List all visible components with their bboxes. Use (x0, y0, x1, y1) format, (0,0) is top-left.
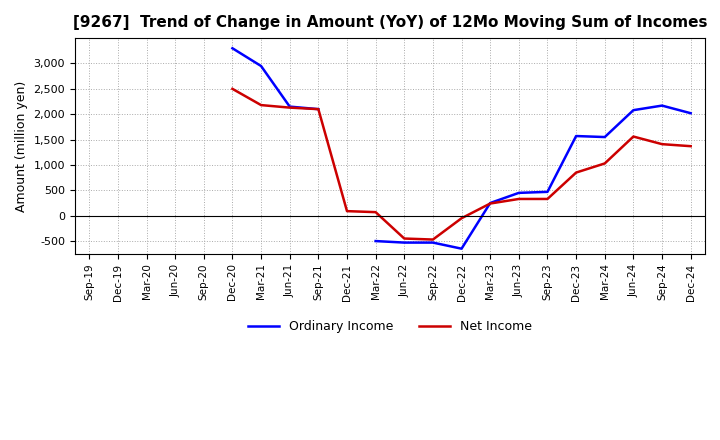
Y-axis label: Amount (million yen): Amount (million yen) (15, 81, 28, 212)
Ordinary Income (228, 46, 237, 51)
Legend: Ordinary Income, Net Income: Ordinary Income, Net Income (243, 315, 537, 338)
Ordinary Income (314, 106, 323, 112)
Line: Ordinary Income: Ordinary Income (233, 48, 318, 109)
Ordinary Income (257, 63, 266, 69)
Title: [9267]  Trend of Change in Amount (YoY) of 12Mo Moving Sum of Incomes: [9267] Trend of Change in Amount (YoY) o… (73, 15, 707, 30)
Ordinary Income (285, 104, 294, 109)
